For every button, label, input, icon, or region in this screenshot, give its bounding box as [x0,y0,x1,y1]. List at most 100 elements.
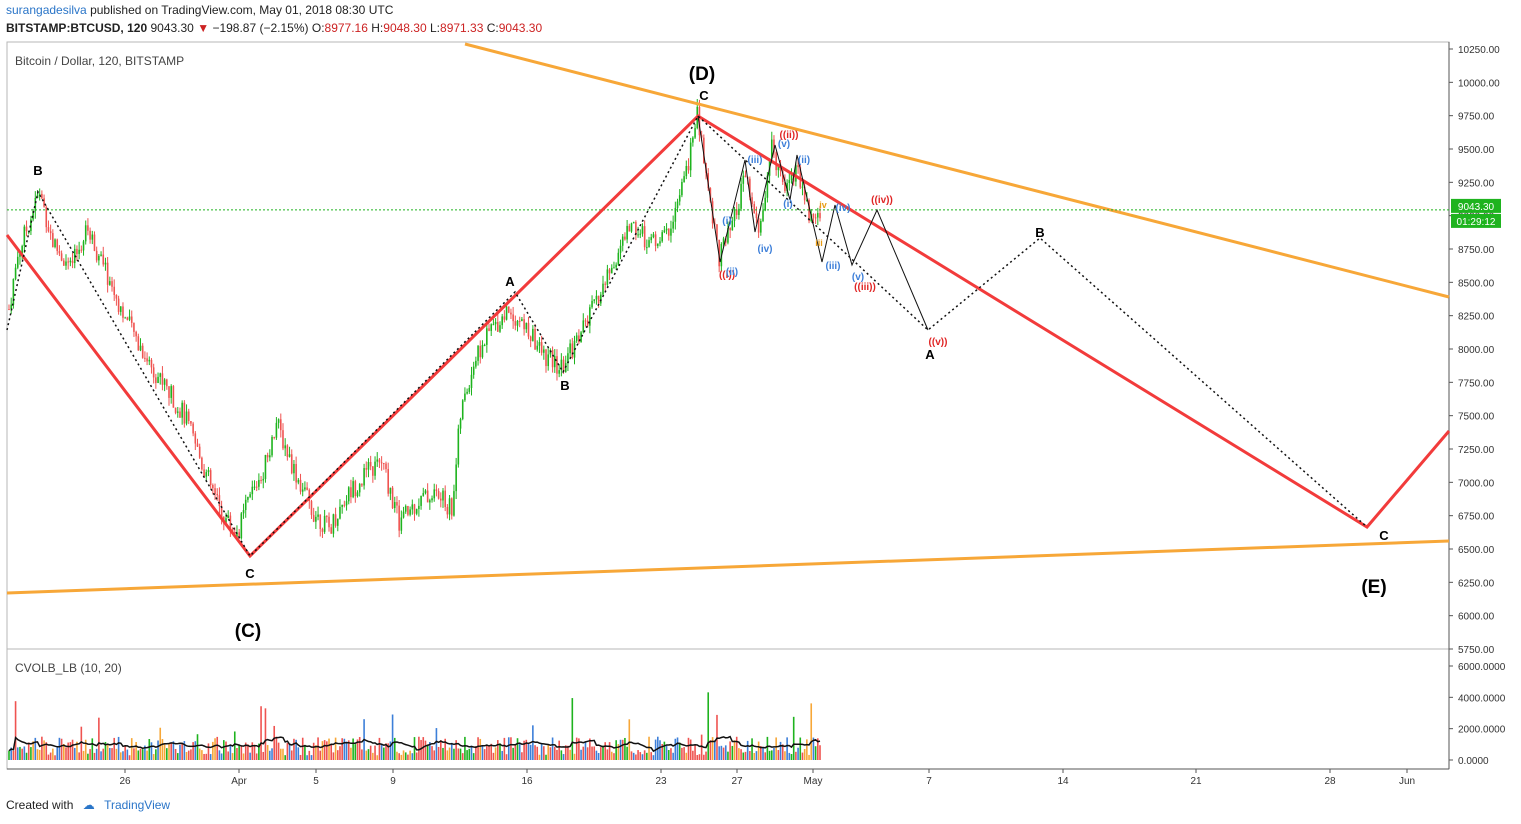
candle-body [571,343,574,358]
volume-bar [808,754,810,760]
candle-body [19,253,21,257]
wave-trendline[interactable] [5,114,1451,559]
price-tick-label: 8000.00 [1458,345,1495,356]
candle-body [777,164,780,171]
volume-bar [516,738,519,760]
volume-bar [73,747,76,760]
volume-bar [720,745,723,760]
candle-body [308,489,311,502]
candle-body [718,239,720,267]
candle-body [30,219,32,232]
wave-label: C [699,88,709,103]
volume-bar [676,737,679,760]
volume-bar [567,745,569,760]
candle-body [556,356,558,374]
candle-body [137,336,140,351]
candle-body [453,491,455,516]
candle-body [722,238,725,244]
candle-body [326,515,328,517]
candle-body [315,516,317,522]
main-pane-legend[interactable]: Bitcoin / Dollar, 120, BITSTAMP [15,54,184,68]
candle-body [643,226,646,248]
candle-body [492,324,495,326]
volume-bar [819,745,821,760]
volume-bar [231,753,234,760]
candle-body [367,461,370,470]
wave-label-minor: (v) [852,272,864,283]
candle-body [363,468,365,486]
volume-bar [139,748,142,760]
candle-body [507,306,510,313]
time-axis[interactable]: 26 Apr 5 9 16 23 27 May 7 14 21 28 Jun [119,769,1415,787]
author-link[interactable]: surangadesilva [6,3,87,17]
candle-body [650,237,653,241]
volume-bar [527,743,530,760]
candle-body [621,236,624,246]
volume-bar [41,736,43,760]
volume-bar [326,741,328,760]
volume-bar [556,749,558,760]
candle-body [448,498,451,515]
volume-bar [418,736,420,760]
volume-bar [628,719,631,760]
candle-body [742,175,745,184]
candle-body [295,463,297,483]
volume-bar [172,741,175,760]
price-tick-label: 9500.00 [1458,145,1495,156]
triangle-lower-line[interactable] [6,539,1450,595]
volume-pane-legend[interactable]: CVOLB_LB (10, 20) [15,661,122,675]
volume-bar [738,748,740,760]
price-axis[interactable]: 10250.0010000.009750.009500.009250.00900… [1449,45,1500,656]
volume-bar [236,748,238,760]
candle-body [34,197,37,211]
volume-bar [595,750,598,760]
candle-body [479,345,482,358]
candle-body [786,183,788,192]
candle-body [58,251,61,254]
volume-bar [781,744,784,760]
candle-body [343,504,346,506]
candle-body [648,240,650,248]
candle-body [486,328,488,345]
volume-bar [670,748,672,760]
candle-body [584,320,587,322]
candle-body [567,353,569,364]
volume-bar [315,745,317,760]
candle-body [155,377,157,383]
volume-bar [62,744,65,760]
candle-body [749,178,751,198]
candle-body [387,469,389,494]
down-arrow-icon: ▼ [197,21,210,35]
candle-body [336,518,339,526]
volume-bar [157,740,159,760]
candle-body [317,514,319,517]
candle-body [262,478,265,481]
volume-bar [448,747,451,760]
candle-body [23,226,26,246]
candle-body [240,513,243,539]
price-tick-label: 6000.00 [1458,612,1495,623]
triangle-upper-line[interactable] [464,42,1450,299]
volume-bar [218,750,221,760]
volume-bar [510,737,512,760]
candle-body [251,486,254,495]
volume-bar [558,740,560,760]
candle-body [119,306,122,312]
volume-bar [806,739,808,760]
candle-body [67,261,69,263]
volume-bar [466,750,468,760]
candle-body [413,504,416,514]
candle-body [380,462,383,464]
volume-bar [244,742,247,760]
candle-body [457,428,460,465]
volume-bar [345,741,348,760]
volume-bar [185,752,188,760]
tradingview-link[interactable]: TradingView [104,798,171,812]
volume-bar [521,752,523,760]
candle-body [389,487,392,494]
candle-body [339,506,341,519]
volume-bar [586,747,589,760]
candle-body [753,203,756,214]
volume-bar [553,746,556,760]
